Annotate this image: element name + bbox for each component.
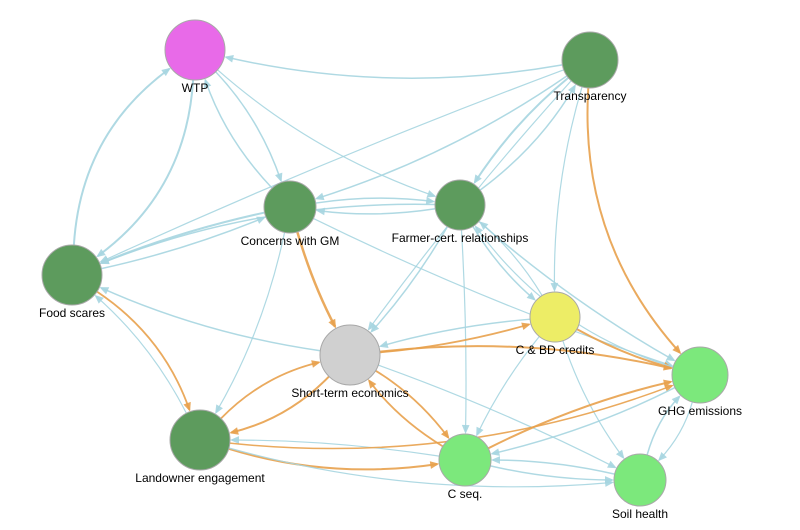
arrowhead [315, 193, 325, 200]
node-label-foodsc: Food scares [39, 306, 105, 320]
edge-transp-wtp [226, 57, 562, 78]
node-gm [264, 181, 316, 233]
edge-transp-ghg [587, 88, 679, 353]
node-label-transp: Transparency [554, 89, 627, 103]
edge-ghg-cseq [492, 388, 675, 454]
arrowhead [427, 190, 437, 197]
arrowhead [311, 360, 321, 367]
edges-layer [74, 55, 692, 487]
edge-wtp-foodsc [98, 80, 193, 256]
arrowhead [616, 450, 624, 460]
edge-foodsc-wtp [74, 69, 169, 245]
edge-transp-cbd [554, 87, 582, 290]
node-farmer [435, 180, 485, 230]
arrowhead [430, 461, 439, 469]
edge-land-foodsc [96, 296, 186, 413]
node-soil [614, 454, 666, 506]
node-label-cseq: C seq. [448, 487, 483, 501]
node-label-cbd: C & BD credits [516, 343, 595, 357]
edge-ste-cseq [376, 371, 449, 438]
edge-cbd-soil [563, 341, 623, 458]
edge-farmer-cseq [461, 230, 466, 432]
node-label-ghg: GHG emissions [658, 404, 742, 418]
arrowhead [379, 341, 389, 348]
edge-gm-farmer [316, 198, 434, 203]
arrowhead [521, 323, 531, 330]
node-label-land: Landowner engagement [135, 471, 265, 485]
arrowhead [490, 448, 500, 456]
network-diagram: WTP Transparency Food scares Concerns with … [0, 0, 800, 530]
arrowhead [224, 55, 234, 63]
node-cseq [439, 434, 491, 486]
edge-transp-gm [317, 76, 567, 199]
node-label-farmer: Farmer-cert. relationships [392, 231, 529, 245]
node-cbd [530, 292, 580, 342]
arrowhead [229, 427, 239, 434]
arrowhead [491, 456, 500, 464]
arrowhead [215, 404, 223, 414]
arrowhead [426, 197, 435, 205]
edge-soil-cseq [493, 460, 615, 474]
node-ghg [672, 347, 728, 403]
node-label-soil: Soil health [612, 507, 668, 521]
edge-cseq-soil [490, 466, 612, 480]
node-ste [320, 325, 380, 385]
node-foodsc [42, 245, 102, 305]
node-wtp [165, 20, 225, 80]
arrowhead [474, 174, 482, 184]
arrowhead [462, 425, 470, 434]
edge-gm-wtp [205, 80, 272, 188]
node-label-gm: Concerns with GM [241, 234, 340, 248]
node-transp [562, 32, 618, 88]
arrowhead [275, 173, 282, 183]
edge-ste-foodsc [101, 288, 320, 351]
edge-farmer-gm [318, 209, 436, 214]
node-land [170, 410, 230, 470]
node-label-wtp: WTP [182, 81, 209, 95]
edge-gm-land [216, 232, 284, 412]
node-label-ste: Short-term economics [291, 386, 408, 400]
